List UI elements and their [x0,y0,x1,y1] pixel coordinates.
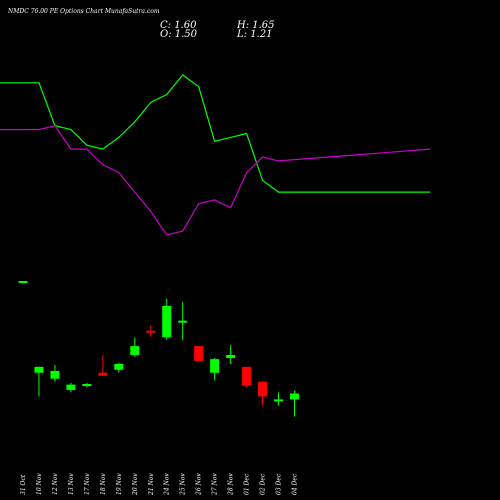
candle-body [210,359,220,373]
x-tick-label: 03 Dec [276,473,283,495]
x-tick-label: 24 Nov [164,473,171,496]
chart-title: NMDC 76.00 PE Options Chart MunafaSutra.… [8,8,160,15]
candle-body [82,384,92,387]
x-tick-label: 01 Dec [244,473,251,495]
candle-body [34,366,44,373]
candle-body [114,363,124,370]
candle-body [242,366,252,386]
candle-body [50,370,60,379]
x-tick-label: 04 Dec [291,473,298,495]
x-tick-label: 10 Nov [36,473,43,495]
x-tick-label: 28 Nov [228,473,235,496]
x-tick-label: 13 Nov [68,473,75,495]
candle-body [289,393,299,400]
candle-body [130,346,140,355]
candle-body [194,346,204,361]
x-tick-label: 19 Nov [116,473,123,495]
x-tick-label: 02 Dec [260,473,267,495]
high-value: H: 1.65 [237,20,275,31]
x-tick-label: 17 Nov [84,473,91,495]
candle-body [146,330,156,333]
x-tick-label: 20 Nov [132,473,139,496]
low-value: L: 1.21 [237,29,273,40]
candle-body [98,372,108,376]
candle-body [274,399,284,402]
candle-body [162,305,172,338]
x-tick-label: 18 Nov [100,473,107,495]
x-tick-label: 25 Nov [180,473,187,496]
candle-body [178,320,188,323]
candle-body [18,281,28,283]
indicator-line-2 [0,125,431,236]
x-tick-label: 21 Nov [148,473,155,496]
close-value: C: 1.60 [160,20,197,31]
x-tick-label: 27 Nov [212,473,219,496]
x-tick-label: 26 Nov [196,473,203,496]
candle-body [66,384,76,390]
candle-body [226,355,236,358]
candle-body [258,381,268,397]
open-value: O: 1.50 [160,29,198,40]
x-tick-label: 31 Oct [20,474,27,495]
x-tick-label: 12 Nov [52,473,59,495]
indicator-line-1 [0,74,430,193]
